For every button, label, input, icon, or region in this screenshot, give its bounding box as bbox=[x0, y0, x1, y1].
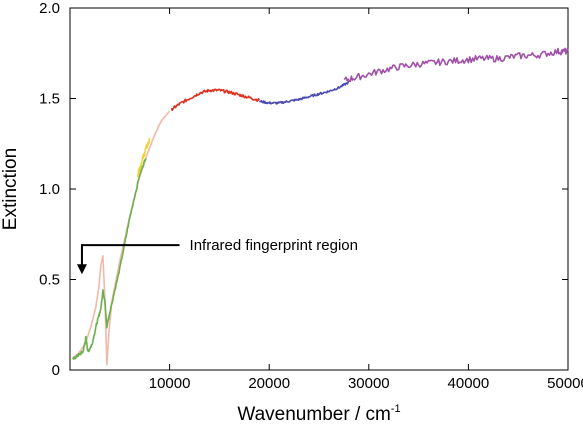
plot-area: 0 0.5 1.0 1.5 2.0 10000 20000 30000 40000 50000 I… bbox=[39, 0, 583, 392]
x-tick-label: 50000 bbox=[547, 375, 583, 392]
x-axis-title-superscript: -1 bbox=[391, 403, 401, 415]
series-layer bbox=[71, 47, 569, 366]
annotation-layer: Infrared fingerprint region bbox=[76, 237, 358, 275]
x-tick-label: 20000 bbox=[248, 375, 290, 392]
x-tick-label: 40000 bbox=[448, 375, 490, 392]
annotation-arrow bbox=[80, 244, 180, 267]
y-tick-label: 1.0 bbox=[39, 181, 60, 198]
y-tick-label: 1.5 bbox=[39, 91, 60, 108]
x-tick-label: 30000 bbox=[348, 375, 390, 392]
x-axis-title: Wavenumber / cm-1 bbox=[237, 403, 400, 425]
plot-frame bbox=[69, 7, 569, 371]
series-line-1 bbox=[71, 110, 171, 366]
annotation-arrowhead bbox=[76, 264, 87, 275]
series-line-3 bbox=[136, 137, 151, 178]
x-tick-label: 10000 bbox=[149, 375, 191, 392]
series-line-5 bbox=[259, 81, 350, 105]
y-tick-label: 0 bbox=[52, 362, 60, 379]
series-line-2 bbox=[72, 158, 147, 360]
x-axis-title-text: Wavenumber / cm bbox=[237, 404, 390, 425]
y-axis-title: Extinction bbox=[0, 148, 21, 230]
annotation-label: Infrared fingerprint region bbox=[190, 237, 358, 254]
series-line-4 bbox=[170, 88, 260, 112]
series-line-6 bbox=[343, 47, 569, 83]
y-tick-label: 2.0 bbox=[39, 0, 60, 17]
ticks-layer: 0 0.5 1.0 1.5 2.0 10000 20000 30000 40000 50000 bbox=[39, 0, 583, 392]
y-tick-label: 0.5 bbox=[39, 272, 60, 289]
